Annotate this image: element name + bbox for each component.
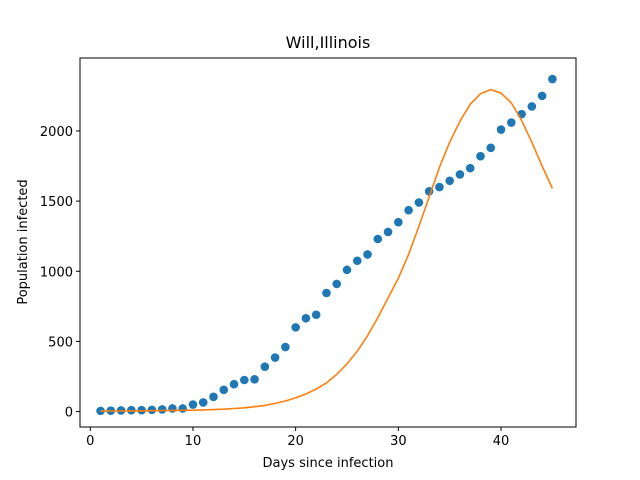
scatter-point xyxy=(198,398,208,407)
scatter-point xyxy=(260,362,270,371)
scatter-point xyxy=(445,176,454,186)
scatter-point xyxy=(270,353,280,362)
scatter-point xyxy=(383,227,393,237)
plot-area xyxy=(80,58,576,427)
scatter-point xyxy=(507,118,516,127)
scatter-point xyxy=(435,182,444,192)
x-tick-label: 20 xyxy=(287,434,304,449)
scatter-point xyxy=(301,313,311,323)
scatter-point xyxy=(465,163,475,173)
scatter-point xyxy=(394,217,403,227)
scatter-point xyxy=(322,288,331,298)
x-axis-label: Days since infection xyxy=(263,456,394,471)
y-tick-label: 500 xyxy=(48,335,73,350)
chart-ticks: 0 10 20 30 40 0 500 1000 1500 2000 xyxy=(40,125,509,449)
scatter-point xyxy=(178,404,187,413)
scatter-point xyxy=(537,91,547,101)
scatter-point xyxy=(476,151,485,161)
scatter-point xyxy=(548,74,557,84)
plot-frame xyxy=(79,57,577,428)
x-tick-label: 0 xyxy=(86,434,94,449)
scatter-point xyxy=(332,279,342,289)
chart-marks xyxy=(96,74,557,416)
scatter-point xyxy=(250,374,259,384)
y-tick-label: 1500 xyxy=(40,195,73,210)
scatter-point xyxy=(414,198,424,207)
y-axis-label: Population infected xyxy=(16,179,31,304)
chart-title: Will,Illinois xyxy=(286,33,371,52)
scatter-point xyxy=(188,400,198,409)
scatter-point xyxy=(219,385,229,395)
scatter-point xyxy=(209,392,218,402)
scatter-point xyxy=(240,375,249,385)
y-tick-label: 0 xyxy=(65,406,73,421)
x-tick-label: 10 xyxy=(185,434,202,449)
x-tick-label: 40 xyxy=(493,434,510,449)
x-tick-label: 30 xyxy=(390,434,407,449)
model-curve-line xyxy=(100,88,554,412)
y-tick-label: 2000 xyxy=(40,125,73,140)
scatter-point xyxy=(373,234,383,244)
scatter-point xyxy=(291,323,300,332)
scatter-point xyxy=(363,250,372,259)
scatter-point xyxy=(496,125,506,134)
scatter-point xyxy=(352,256,362,266)
scatter-point xyxy=(229,379,239,389)
scatter-point xyxy=(147,405,157,415)
scatter-point xyxy=(527,102,537,111)
scatter-point xyxy=(157,405,167,414)
y-tick-label: 1000 xyxy=(40,265,73,280)
scatter-point xyxy=(281,342,290,352)
scatter-point xyxy=(342,265,352,275)
scatter-point xyxy=(455,170,465,179)
scatter-point xyxy=(404,205,413,215)
scatter-point xyxy=(168,404,177,413)
scatter-point xyxy=(486,143,496,153)
scatter-point xyxy=(311,310,321,320)
